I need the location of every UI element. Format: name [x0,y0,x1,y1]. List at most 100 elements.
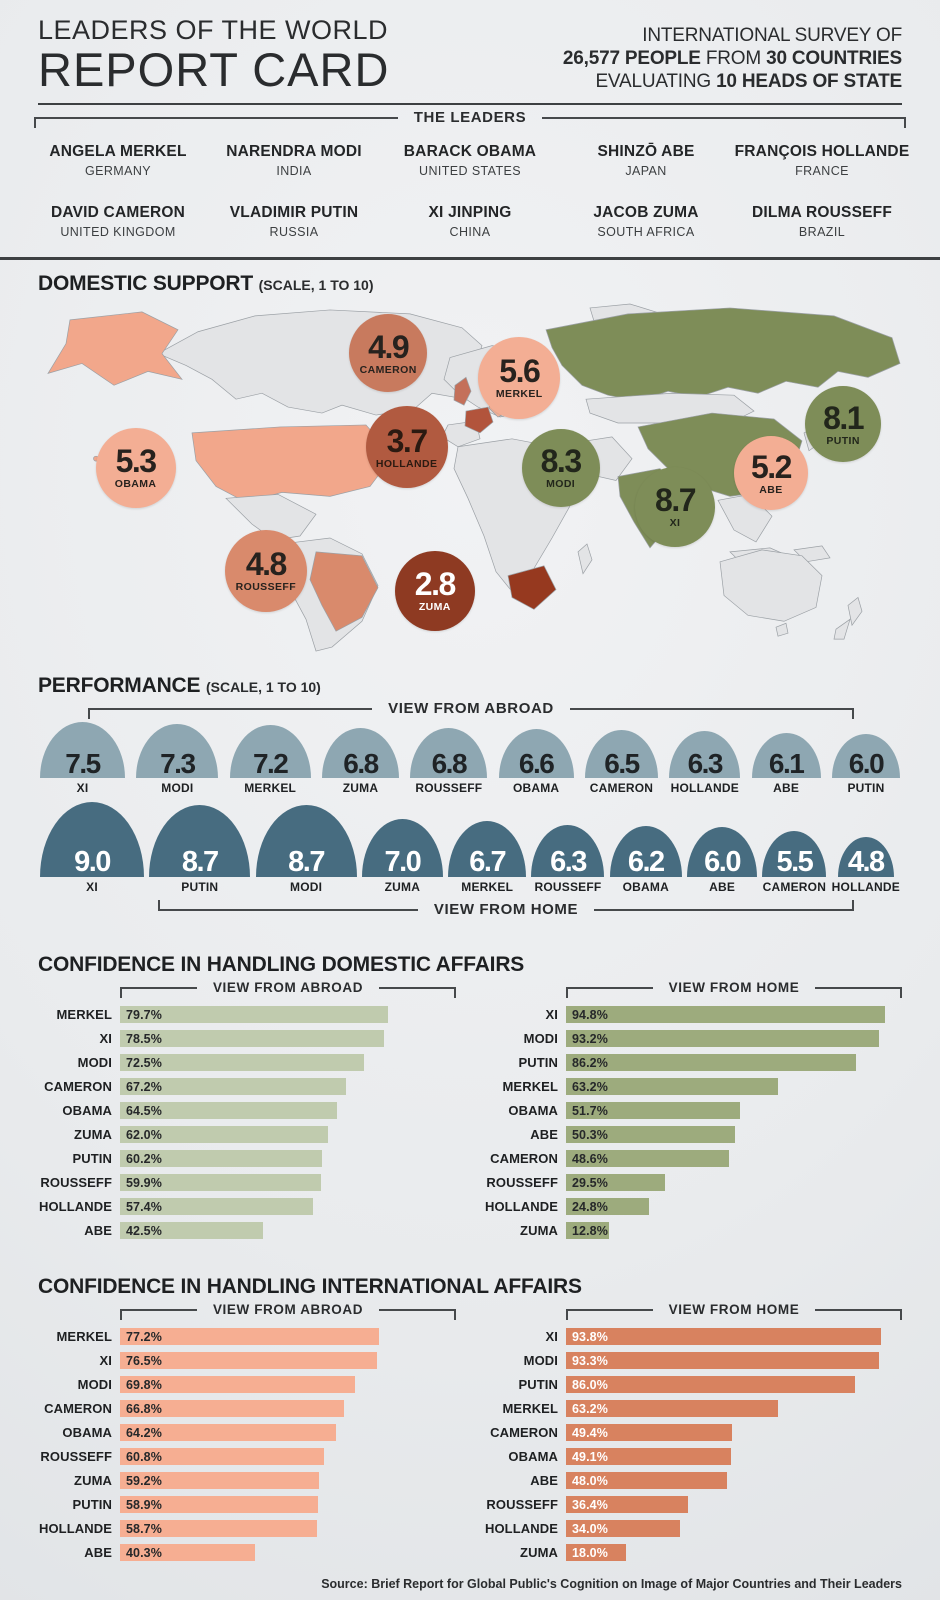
performance-dome-rousseff: 6.3 ROUSSEFF [531,825,605,895]
bar-row-hollande: HOLLANDE 24.8% [484,1198,902,1216]
support-leader-label: OBAMA [114,478,157,491]
title-line1: LEADERS OF THE WORLD [38,15,389,45]
leader-country: INDIA [276,164,312,179]
bar-value: 40.3% [126,1545,162,1560]
leader-name: FRANÇOIS HOLLANDE [734,143,910,161]
survey-heads-count: 10 HEADS OF STATE [716,71,902,93]
bracket-line [566,1309,653,1321]
support-bubble-modi: 8.3 MODI [521,428,600,507]
leaders-bracket: THE LEADERS [34,110,907,129]
bar-track: 86.0% [566,1376,902,1394]
domestic-home-bracket: VIEW FROM HOME [566,980,902,999]
domestic-support-map: 4.9 CAMERON 5.6 MERKEL 8.1 PUTIN 3.7 HOLLANDE 8.… [30,302,910,654]
source-credit: Source: Brief Report for Global Public's… [321,1577,902,1592]
bar-leader-label: MODI [77,1055,112,1071]
bracket-line [594,900,855,912]
bar: 66.8% [120,1400,345,1418]
bar-leader-label: OBAMA [62,1103,112,1119]
dome-shape: 7.5 [40,722,125,779]
leader-card: XI JINPING CHINA [382,204,558,239]
bar-value: 93.2% [572,1031,608,1046]
dome-leader-label: ZUMA [342,781,379,796]
support-bubble-putin: 8.1 PUTIN [805,386,882,463]
bracket-line [379,987,456,999]
performance-dome-zuma: 6.8 ZUMA [321,728,399,796]
bar-leader-label: HOLLANDE [484,1199,558,1215]
support-leader-label: MODI [546,478,576,491]
bar-value: 76.5% [126,1353,162,1368]
bar: 60.2% [120,1150,323,1168]
bar-row-modi: MODI 69.8% [38,1376,456,1394]
bar-leader-label: PUTIN [72,1497,112,1513]
bar-leader-label: OBAMA [62,1425,112,1441]
bar-track: 48.6% [566,1150,902,1168]
bar-track: 36.4% [566,1496,902,1514]
bar-leader-label: ROUSSEFF [486,1497,558,1513]
bar-value: 34.0% [572,1521,608,1536]
bar: 67.2% [120,1078,346,1096]
performance-home-label: VIEW FROM HOME [433,901,579,919]
bar-value: 59.9% [126,1175,162,1190]
bar: 86.2% [566,1054,856,1072]
bar-leader-label: ZUMA [520,1545,558,1561]
bar-value: 49.1% [572,1449,608,1464]
bar-row-hollande: HOLLANDE 34.0% [484,1520,902,1538]
performance-dome-cameron: 6.5 CAMERON [584,730,658,796]
bar-row-hollande: HOLLANDE 58.7% [38,1520,456,1538]
bar: 29.5% [566,1174,666,1192]
bar-track: 29.5% [566,1174,902,1192]
country-russia [545,307,901,402]
support-bubble-rousseff: 4.8 ROUSSEFF [224,529,307,612]
dome-score: 8.7 [288,845,325,878]
dome-leader-label: PUTIN [847,781,885,796]
support-leader-label: ZUMA [418,601,451,614]
bar-track: 59.2% [120,1472,456,1490]
bar-row-merkel: MERKEL 77.2% [38,1328,456,1346]
leader-card: NARENDRA MODI INDIA [206,143,382,178]
performance-dome-abe: 6.1 ABE [751,733,821,796]
survey-summary: INTERNATIONAL SURVEY OF 26,577 PEOPLE FR… [563,24,902,94]
support-score: 3.7 [386,422,428,459]
bar: 93.2% [566,1030,880,1048]
bar-value: 86.0% [572,1377,608,1392]
performance-dome-putin: 6.0 PUTIN [831,734,900,796]
bar: 58.7% [120,1520,318,1538]
country-usa-alaska [47,311,183,387]
leaders-grid: ANGELA MERKEL GERMANY NARENDRA MODI INDIA BA… [30,143,910,239]
bar-row-merkel: MERKEL 63.2% [484,1400,902,1418]
support-bubble-cameron: 4.9 CAMERON [349,314,428,393]
performance-dome-xi: 7.5 XI [40,722,125,796]
bracket-line [815,987,902,999]
performance-home-row: 9.0 XI 8.7 PUTIN 8.7 MODI 7.0 ZUMA 6.7 MERKEL 6.3 R… [40,802,900,895]
performance-home-bracket: VIEW FROM HOME [158,900,855,918]
leader-name: XI JINPING [428,204,512,222]
dome-score: 9.0 [74,845,111,878]
country-brazil [309,551,379,633]
bar-leader-label: CAMERON [490,1425,558,1441]
dome-shape: 6.3 [531,825,605,878]
bar-track: 76.5% [120,1352,456,1370]
bar-row-putin: PUTIN 86.0% [484,1376,902,1394]
dome-leader-label: XI [76,781,89,796]
bar-value: 94.8% [572,1007,608,1022]
dome-shape: 6.1 [751,733,821,779]
bar-value: 86.2% [572,1055,608,1070]
bar-track: 57.4% [120,1198,456,1216]
bar-track: 59.9% [120,1174,456,1192]
leader-country: FRANCE [795,164,849,179]
performance-dome-hollande: 4.8 HOLLANDE [832,837,900,895]
bar-leader-label: ABE [84,1223,112,1239]
dome-leader-label: MERKEL [244,781,297,796]
bar-value: 12.8% [572,1223,608,1238]
bar-leader-label: CAMERON [490,1151,558,1167]
domestic-affairs-charts: VIEW FROM ABROAD MERKEL 79.7% XI 78.5% MODI 7… [38,980,902,1240]
bar-leader-label: MERKEL [56,1329,112,1345]
leader-country: UNITED STATES [419,164,521,179]
bar-value: 18.0% [572,1545,608,1560]
bar-value: 78.5% [126,1031,162,1046]
dome-leader-label: CAMERON [589,781,654,796]
bar-leader-label: XI [99,1031,112,1047]
survey-evaluating: EVALUATING [595,71,717,93]
bar-leader-label: MERKEL [502,1401,558,1417]
bar: 76.5% [120,1352,378,1370]
